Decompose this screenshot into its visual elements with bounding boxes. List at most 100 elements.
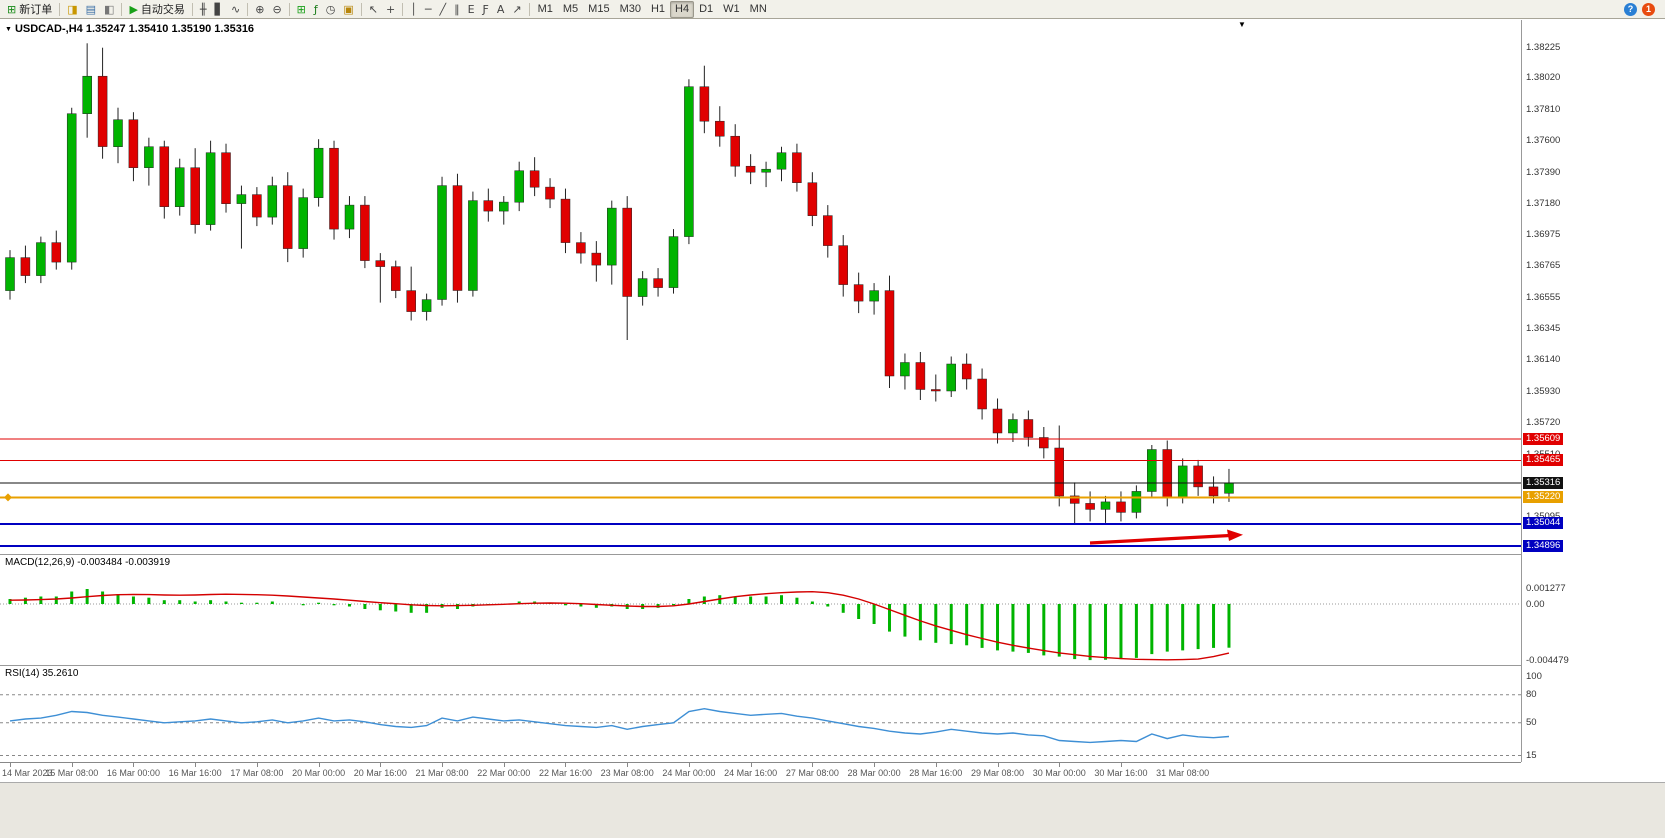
tile-windows-button[interactable]: ⊞ — [293, 1, 310, 17]
indicators-button-icon: ƒ — [313, 2, 318, 16]
time-tick — [688, 763, 690, 767]
price-scale-label: 1.36765 — [1526, 260, 1561, 272]
navigator-button[interactable]: ◧ — [100, 1, 118, 17]
price-scale-label: 1.37390 — [1526, 166, 1561, 178]
line-chart-button[interactable]: ∿ — [227, 1, 244, 17]
vertical-line-tool[interactable]: │ — [406, 1, 421, 17]
price-scale-label: 1.35095 — [1526, 510, 1561, 522]
timeframe-h4[interactable]: H4 — [670, 0, 695, 18]
market-watch-button[interactable]: ◨ — [63, 1, 81, 17]
templates-button[interactable]: ▣ — [339, 1, 357, 17]
timeframe-m1[interactable]: M1 — [533, 1, 558, 18]
horizontal-line-tool[interactable]: ─ — [421, 1, 436, 17]
chart-shift-marker-icon[interactable]: ▼ — [1238, 20, 1246, 29]
alert-badge[interactable]: 1 — [1642, 2, 1655, 16]
candlestick-chart-button[interactable]: ▋ — [211, 1, 227, 17]
zoom-out-button[interactable]: ⊖ — [268, 1, 285, 17]
timeframe-mn[interactable]: MN — [745, 1, 772, 18]
toolbar-separator — [360, 2, 362, 16]
time-tick — [442, 763, 444, 767]
rsi-scale-label: 50 — [1526, 717, 1537, 729]
price-chart-pane[interactable] — [0, 20, 1521, 554]
indicators-button[interactable]: ƒ — [310, 1, 322, 17]
data-window-button-icon: ▤ — [85, 2, 97, 16]
macd-signal-line — [9, 590, 1230, 661]
text-tool[interactable]: A — [493, 1, 509, 17]
timeframe-m30[interactable]: M30 — [615, 1, 646, 18]
vertical-line-tool-icon: │ — [410, 2, 417, 16]
toolbar-separator — [121, 2, 123, 16]
help-icon[interactable]: ? — [1624, 2, 1637, 16]
crosshair-tool-icon: + — [385, 2, 396, 16]
time-tick — [1059, 763, 1061, 767]
entry-line-marker[interactable] — [4, 493, 12, 502]
time-label: 23 Mar 08:00 — [600, 768, 654, 778]
price-scale-label: 1.36975 — [1526, 228, 1561, 240]
price-badge: 1.34896 — [1523, 539, 1564, 552]
toolbar-separator — [247, 2, 249, 16]
zoom-in-button[interactable]: ⊕ — [251, 1, 268, 17]
window-bottom-area — [0, 782, 1665, 838]
time-label: 31 Mar 08:00 — [1156, 768, 1210, 778]
arrows-tool-icon: ↗ — [512, 2, 522, 16]
rsi-indicator-label: RSI(14) 35.2610 — [5, 668, 79, 679]
zoom-in-button-icon: ⊕ — [255, 2, 265, 16]
macd-scale-label: 0.001277 — [1526, 582, 1566, 594]
rsi-line — [9, 707, 1230, 744]
arrows-tool[interactable]: ↗ — [508, 1, 525, 17]
cursor-tool-icon: ↖ — [368, 2, 378, 16]
collapse-arrow-icon[interactable]: ▼ — [5, 25, 12, 33]
time-tick — [133, 763, 135, 767]
trendline-tool[interactable]: ╱ — [435, 1, 450, 17]
timeframe-h1-label: H1 — [650, 3, 666, 15]
time-tick — [565, 763, 567, 767]
time-label: 21 Mar 08:00 — [415, 768, 469, 778]
crosshair-tool[interactable]: + — [382, 1, 399, 17]
pane-splitter-macd[interactable] — [0, 554, 1665, 555]
time-tick — [750, 763, 752, 767]
elliott-tool[interactable]: E — [464, 1, 479, 17]
new-order-button[interactable]: ⊞ 新订单 — [3, 1, 56, 17]
timeframe-m5-label: M5 — [562, 3, 579, 15]
data-window-button[interactable]: ▤ — [82, 1, 100, 17]
time-label: 17 Mar 08:00 — [230, 768, 284, 778]
price-scale-label: 1.36345 — [1526, 323, 1561, 335]
autotrading-button[interactable]: ▶ 自动交易 — [125, 1, 188, 17]
pane-splitter-rsi[interactable] — [0, 665, 1665, 666]
main-toolbar: ⊞ 新订单 ◨ ▤ ◧ ▶ 自动交易 ╫ ▋ ∿ ⊕ ⊖ ⊞ ƒ ◷ ▣ ↖ + │ ─ ╱ ∥ E Ƒ A ↗ M1 M5 M15 M3… — [0, 0, 1665, 19]
macd-pane[interactable] — [0, 555, 1521, 665]
timeframe-m5[interactable]: M5 — [558, 1, 583, 18]
channel-tool[interactable]: ∥ — [450, 1, 464, 17]
price-badge: 1.35220 — [1523, 490, 1564, 503]
timeframe-w1[interactable]: W1 — [718, 1, 745, 18]
time-axis[interactable]: 14 Mar 2023 15 Mar 08:00 16 Mar 00:00 16 Ma… — [0, 762, 1521, 782]
price-axis-border — [1521, 20, 1522, 762]
fibonacci-tool[interactable]: Ƒ — [479, 1, 493, 17]
price-axis[interactable]: 1.38225 1.38020 1.37810 1.37600 1.37390 1.371… — [1522, 20, 1665, 782]
toolbar-separator — [191, 2, 193, 16]
rsi-pane[interactable] — [0, 666, 1521, 762]
zoom-out-button-icon: ⊖ — [272, 2, 282, 16]
macd-scale-label: 0.00 — [1526, 598, 1545, 610]
time-tick — [10, 763, 11, 767]
cursor-tool[interactable]: ↖ — [365, 1, 382, 17]
timeframe-h1[interactable]: H1 — [646, 1, 670, 18]
bar-chart-button[interactable]: ╫ — [196, 1, 211, 17]
trend-arrow[interactable] — [1089, 529, 1243, 545]
price-badge: 1.35609 — [1523, 432, 1564, 445]
channel-tool-icon: ∥ — [454, 2, 460, 16]
price-scale-label: 1.36555 — [1526, 291, 1561, 303]
templates-button-icon: ▣ — [343, 2, 354, 16]
price-scale-label: 1.38225 — [1526, 41, 1561, 53]
time-label: 30 Mar 16:00 — [1094, 768, 1148, 778]
time-label: 16 Mar 16:00 — [168, 768, 222, 778]
rsi-scale-label: 100 — [1526, 670, 1542, 682]
price-scale-label: 1.36140 — [1526, 354, 1561, 365]
time-label: 30 Mar 00:00 — [1032, 768, 1086, 778]
periods-button[interactable]: ◷ — [322, 1, 340, 17]
toolbar-right-icons: ? 1 — [1624, 2, 1665, 16]
time-tick — [503, 763, 505, 767]
timeframe-m15[interactable]: M15 — [583, 1, 614, 18]
timeframe-d1[interactable]: D1 — [694, 1, 718, 18]
time-tick — [195, 763, 197, 767]
